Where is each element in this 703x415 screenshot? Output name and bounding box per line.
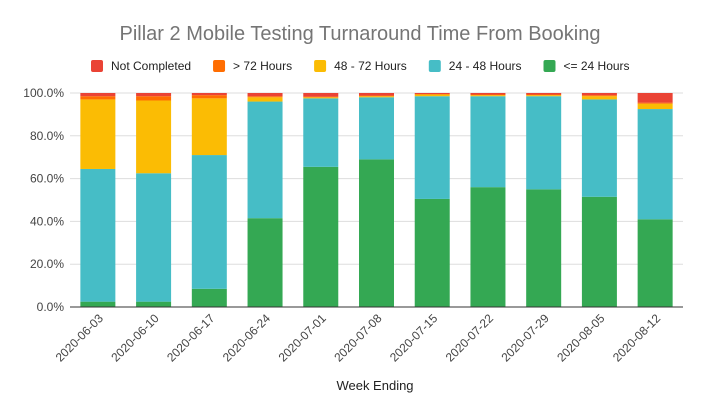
- x-tick-label: 2020-06-10: [108, 311, 162, 365]
- bar-segment: [191, 95, 227, 99]
- bar-segment: [136, 96, 172, 101]
- bar-segment: [191, 288, 227, 307]
- x-tick-label: 2020-08-12: [610, 311, 664, 365]
- legend-label: 24 - 48 Hours: [449, 59, 522, 73]
- bar-segment: [414, 94, 450, 97]
- bar-segment: [470, 94, 506, 96]
- bar-segment: [526, 93, 562, 95]
- y-tick-label: 40.0%: [30, 214, 64, 228]
- legend-swatch: [543, 60, 556, 72]
- y-tick-label: 100.0%: [23, 86, 64, 100]
- bar-segment: [414, 93, 450, 95]
- y-tick-label: 20.0%: [30, 257, 64, 271]
- bar-segment: [470, 93, 506, 95]
- bar-segment: [359, 93, 394, 96]
- x-axis-label: Week Ending: [336, 378, 413, 393]
- bar-segment: [303, 96, 339, 98]
- bar-segment: [80, 301, 116, 307]
- bar-segment: [414, 198, 450, 307]
- legend-swatch: [91, 60, 103, 72]
- bar-segment: [303, 97, 339, 99]
- bar-segment: [414, 96, 450, 199]
- bar-segment: [247, 97, 283, 102]
- bar-segment: [637, 93, 673, 103]
- bar-segment: [359, 96, 394, 98]
- legend-label: 48 - 72 Hours: [334, 59, 407, 73]
- bar-segment: [80, 93, 116, 97]
- bar-segment: [247, 93, 283, 97]
- bar-segment: [637, 103, 673, 110]
- bar-segment: [470, 96, 506, 188]
- bar-segment: [526, 96, 562, 190]
- x-tick-label: 2020-08-05: [554, 311, 608, 365]
- bar-segment: [359, 97, 394, 160]
- x-tick-label: 2020-07-29: [498, 311, 552, 365]
- bar-segment: [80, 99, 116, 169]
- bar-segment: [247, 218, 283, 307]
- x-tick-label: 2020-07-22: [443, 311, 497, 365]
- bar-segment: [136, 173, 172, 302]
- legend-swatch: [314, 60, 327, 72]
- x-tick-label: 2020-07-08: [331, 311, 385, 365]
- bar-segment: [136, 301, 172, 307]
- y-tick-label: 0.0%: [37, 300, 65, 314]
- bar-segment: [303, 166, 339, 307]
- bar-segment: [637, 109, 673, 220]
- bar-segment: [247, 96, 283, 98]
- legend-label: > 72 Hours: [233, 59, 292, 73]
- bar-segment: [637, 219, 673, 307]
- legend-swatch: [213, 60, 226, 72]
- x-tick-label: 2020-06-03: [53, 311, 107, 365]
- legend-label: <= 24 Hours: [564, 59, 630, 73]
- x-tick-label: 2020-06-17: [164, 311, 218, 365]
- bar-segment: [526, 94, 562, 96]
- bar-segment: [526, 95, 562, 97]
- bar-segment: [581, 93, 617, 96]
- bar-segment: [359, 159, 394, 307]
- bar-segment: [637, 102, 673, 104]
- bar-segment: [470, 95, 506, 97]
- bar-segment: [303, 93, 339, 97]
- bar-segment: [470, 187, 506, 307]
- bar-segment: [581, 196, 617, 307]
- legend-label: Not Completed: [111, 59, 191, 73]
- x-axis-ticks: 2020-06-03 2020-06-10 2020-06-17 2020-06-24…: [53, 311, 664, 365]
- bar-segment: [191, 155, 227, 289]
- x-tick-label: 2020-07-01: [276, 311, 330, 365]
- bar-segment: [191, 93, 227, 96]
- bar-segment: [581, 95, 617, 97]
- bar-segment: [191, 98, 227, 156]
- bars: [80, 93, 673, 307]
- y-tick-label: 80.0%: [30, 129, 64, 143]
- x-tick-label: 2020-06-24: [220, 311, 274, 365]
- y-axis-ticks: 0.0% 20.0% 40.0% 60.0% 80.0% 100.0%: [23, 86, 64, 314]
- bar-segment: [581, 96, 617, 100]
- bar-segment: [80, 168, 116, 302]
- legend-swatch: [428, 60, 441, 72]
- bar-segment: [303, 98, 339, 167]
- chart-title: Pillar 2 Mobile Testing Turnaround Time …: [120, 23, 601, 45]
- bar-segment: [80, 96, 116, 100]
- y-tick-label: 60.0%: [30, 172, 64, 186]
- bar-segment: [136, 93, 172, 97]
- bar-segment: [359, 95, 394, 97]
- legend: Not Completed > 72 Hours 48 - 72 Hours 24 -…: [91, 59, 630, 73]
- x-tick-label: 2020-07-15: [387, 311, 441, 365]
- bar-segment: [526, 189, 562, 307]
- bar-segment: [136, 100, 172, 174]
- bar-segment: [247, 101, 283, 219]
- bar-segment: [581, 99, 617, 197]
